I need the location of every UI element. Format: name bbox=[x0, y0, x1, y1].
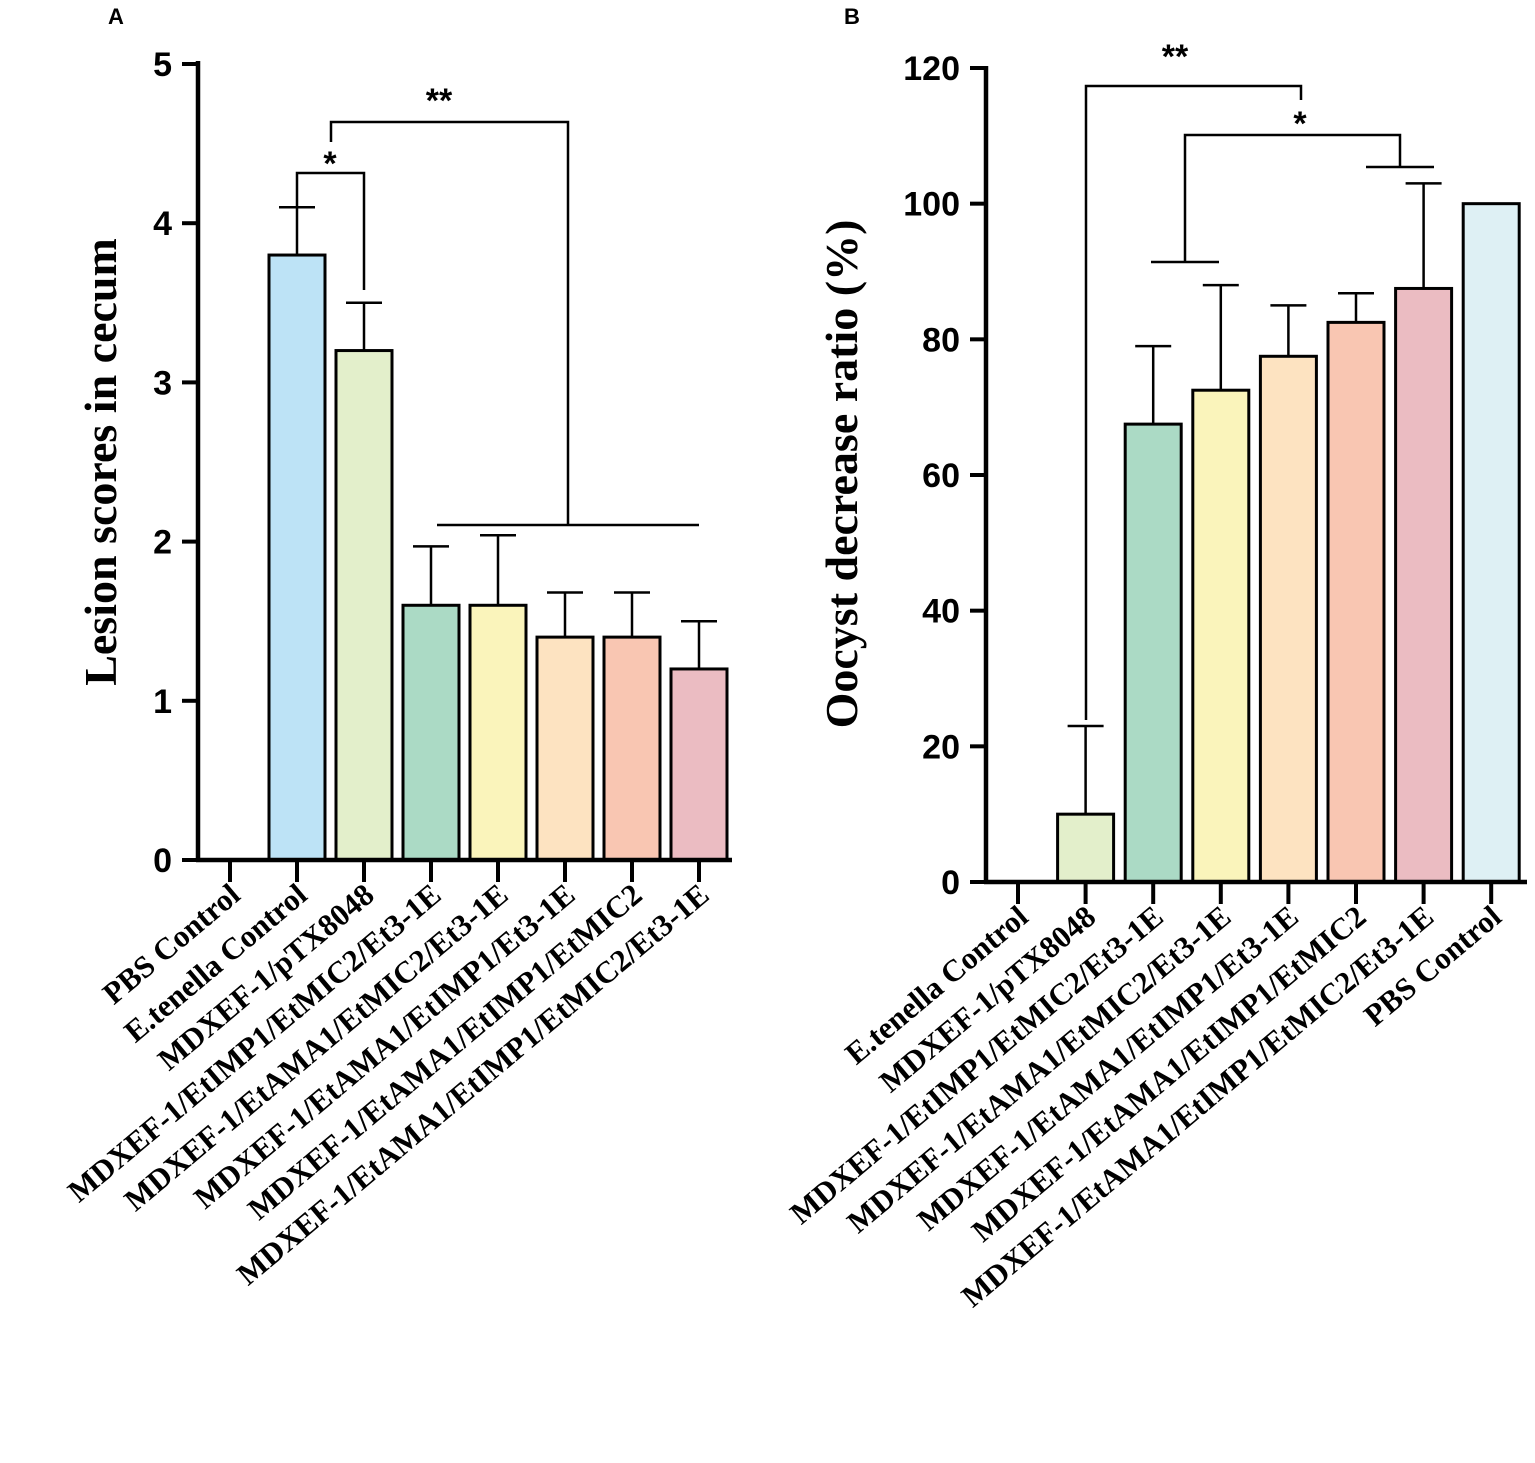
bar bbox=[1326, 320, 1386, 884]
y-tick-label: 2 bbox=[153, 524, 172, 562]
y-tick-label: 60 bbox=[922, 457, 960, 495]
y-tick-label: 0 bbox=[153, 842, 172, 880]
error-bars-b bbox=[1067, 182, 1442, 815]
sig-label-a1: * bbox=[323, 145, 337, 183]
significance-b: ** * bbox=[1084, 38, 1434, 720]
sig-bracket-a1 bbox=[295, 171, 366, 290]
y-tick-label: 40 bbox=[922, 593, 960, 631]
y-tick-label: 5 bbox=[153, 46, 172, 84]
bar bbox=[334, 349, 394, 862]
bar bbox=[1123, 422, 1183, 884]
bar bbox=[267, 253, 327, 862]
bar bbox=[468, 603, 528, 862]
y-ticks-a: 0 1 2 3 4 5 bbox=[153, 46, 198, 880]
sig-label-b2: * bbox=[1293, 105, 1307, 143]
y-tick-label: 1 bbox=[153, 683, 172, 721]
bar bbox=[401, 603, 461, 862]
panel-a: A Lesion scores in cecum 0 1 2 3 4 5 PBS Cont… bbox=[61, 4, 732, 1292]
panel-a-label: A bbox=[108, 4, 124, 29]
sig-bracket-b2 bbox=[1183, 133, 1402, 262]
bar bbox=[535, 635, 595, 862]
bar bbox=[1394, 286, 1454, 884]
bar bbox=[602, 635, 662, 862]
y-tick-label: 3 bbox=[153, 364, 172, 402]
bars-b bbox=[1056, 202, 1521, 884]
y-axis-label-b: Oocyst decrease ratio (%) bbox=[816, 220, 867, 729]
x-ticks-b bbox=[1016, 882, 1494, 904]
y-tick-label: 20 bbox=[922, 728, 960, 766]
bar bbox=[1461, 202, 1521, 884]
sig-label-a2: ** bbox=[426, 82, 453, 120]
bar bbox=[669, 667, 729, 862]
y-tick-label: 100 bbox=[903, 186, 960, 224]
y-tick-label: 80 bbox=[922, 321, 960, 359]
sig-bracket-a2 bbox=[329, 120, 570, 525]
y-axis-label-a: Lesion scores in cecum bbox=[75, 238, 126, 686]
significance-a: * ** bbox=[295, 82, 699, 527]
sig-label-b1: ** bbox=[1162, 38, 1189, 76]
bar bbox=[1191, 388, 1251, 884]
y-tick-label: 120 bbox=[903, 50, 960, 88]
error-bars-a bbox=[279, 206, 717, 669]
y-ticks-b: 0 20 40 60 80 100 120 bbox=[903, 50, 986, 902]
bar bbox=[1258, 354, 1318, 884]
panel-b-label: B bbox=[844, 4, 860, 29]
y-tick-label: 0 bbox=[941, 864, 960, 902]
category-labels-b: E.tenella ControlMDXEF-1/pTX8048MDXEF-1/… bbox=[783, 898, 1508, 1314]
panel-b: B Oocyst decrease ratio (%) 0 20 40 60 80 100… bbox=[783, 4, 1527, 1314]
y-tick-label: 4 bbox=[153, 205, 172, 243]
bar bbox=[1056, 812, 1116, 884]
x-ticks-a bbox=[228, 860, 701, 882]
sig-bracket-b1 bbox=[1084, 84, 1303, 720]
